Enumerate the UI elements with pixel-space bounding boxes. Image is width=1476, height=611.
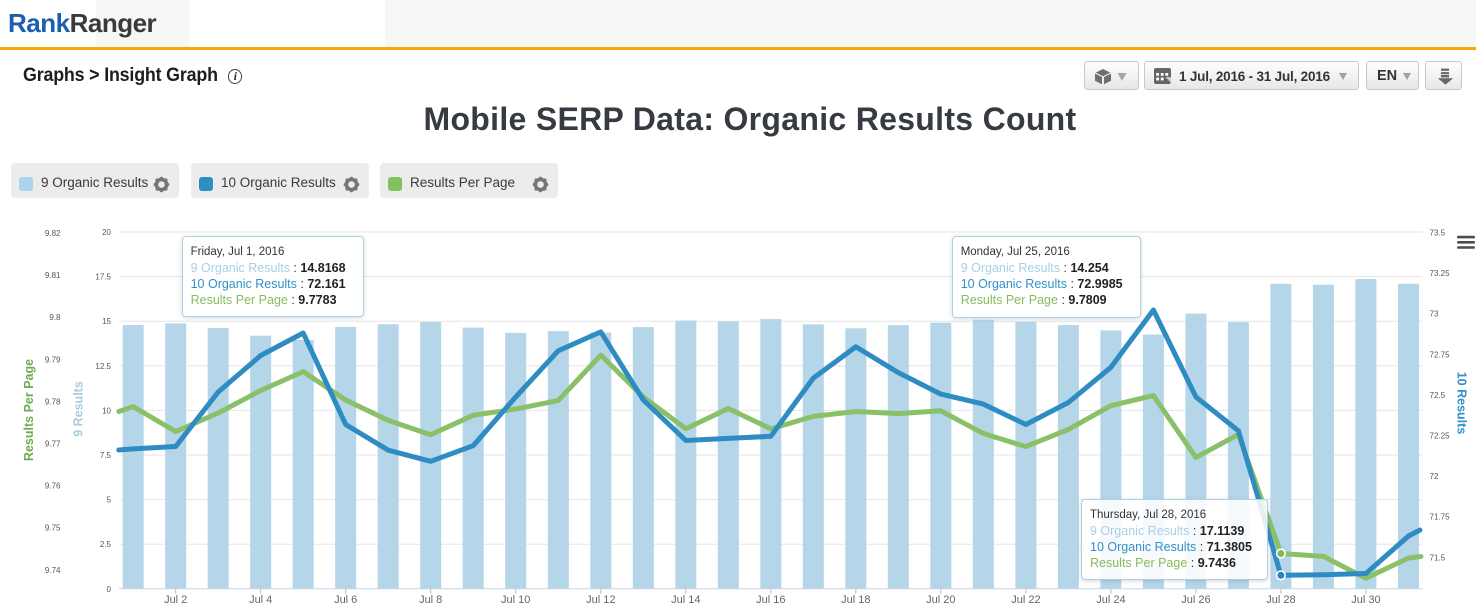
svg-text:71.75: 71.75 [1430, 513, 1451, 522]
svg-text:Results Per Page: Results Per Page [22, 359, 36, 461]
svg-text:15: 15 [102, 317, 111, 326]
svg-text:Jul 16: Jul 16 [756, 594, 785, 606]
svg-text:20: 20 [102, 228, 111, 237]
svg-text:Jul 6: Jul 6 [334, 594, 357, 606]
svg-text:73: 73 [1430, 310, 1439, 319]
svg-text:Jul 10: Jul 10 [501, 594, 530, 606]
svg-text:7.5: 7.5 [100, 451, 112, 460]
svg-text:9.74: 9.74 [45, 566, 61, 575]
svg-text:2.5: 2.5 [100, 540, 112, 549]
svg-text:Jul 14: Jul 14 [671, 594, 700, 606]
svg-text:5: 5 [107, 496, 112, 505]
svg-text:0: 0 [107, 585, 112, 594]
svg-text:12.5: 12.5 [95, 362, 111, 371]
svg-text:Jul 20: Jul 20 [926, 594, 955, 606]
svg-text:9.82: 9.82 [45, 229, 61, 238]
svg-text:Jul 30: Jul 30 [1351, 594, 1380, 606]
svg-text:Jul 24: Jul 24 [1096, 594, 1125, 606]
svg-text:Jul 2: Jul 2 [164, 594, 187, 606]
svg-text:72: 72 [1430, 472, 1439, 481]
svg-text:9.75: 9.75 [45, 524, 61, 533]
svg-text:10 Results: 10 Results [1455, 372, 1469, 435]
svg-text:Jul 4: Jul 4 [249, 594, 272, 606]
svg-text:72.75: 72.75 [1430, 350, 1451, 359]
svg-text:10: 10 [102, 406, 111, 415]
svg-text:Jul 18: Jul 18 [841, 594, 870, 606]
svg-text:9.76: 9.76 [45, 482, 61, 491]
svg-text:9.78: 9.78 [45, 397, 61, 406]
svg-text:9.77: 9.77 [45, 440, 61, 449]
svg-text:71.5: 71.5 [1430, 553, 1446, 562]
svg-text:73.5: 73.5 [1430, 229, 1446, 238]
svg-text:9.79: 9.79 [45, 355, 61, 364]
svg-text:17.5: 17.5 [95, 273, 111, 282]
svg-text:Jul 26: Jul 26 [1181, 594, 1210, 606]
svg-text:Jul 8: Jul 8 [419, 594, 442, 606]
svg-text:Jul 28: Jul 28 [1266, 594, 1295, 606]
svg-text:Jul 12: Jul 12 [586, 594, 615, 606]
svg-text:72.5: 72.5 [1430, 391, 1446, 400]
svg-text:9.81: 9.81 [45, 271, 61, 280]
svg-text:Jul 22: Jul 22 [1011, 594, 1040, 606]
svg-text:73.25: 73.25 [1430, 269, 1451, 278]
svg-text:9 Results: 9 Results [72, 381, 86, 437]
svg-text:9.8: 9.8 [49, 313, 61, 322]
svg-text:72.25: 72.25 [1430, 432, 1451, 441]
